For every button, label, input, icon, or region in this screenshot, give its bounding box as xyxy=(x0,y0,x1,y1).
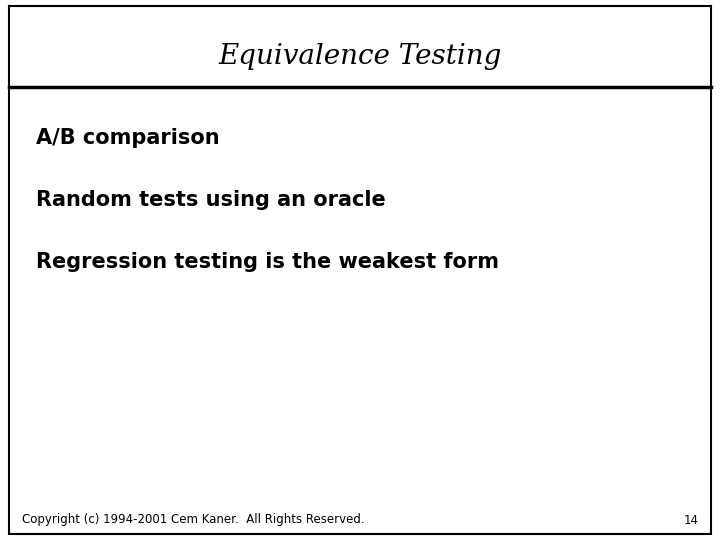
Text: Copyright (c) 1994-2001 Cem Kaner.  All Rights Reserved.: Copyright (c) 1994-2001 Cem Kaner. All R… xyxy=(22,514,364,526)
Text: 14: 14 xyxy=(683,514,698,526)
Text: Equivalence Testing: Equivalence Testing xyxy=(218,43,502,70)
Text: Random tests using an oracle: Random tests using an oracle xyxy=(36,190,386,210)
Text: A/B comparison: A/B comparison xyxy=(36,127,220,148)
Text: Regression testing is the weakest form: Regression testing is the weakest form xyxy=(36,252,499,272)
